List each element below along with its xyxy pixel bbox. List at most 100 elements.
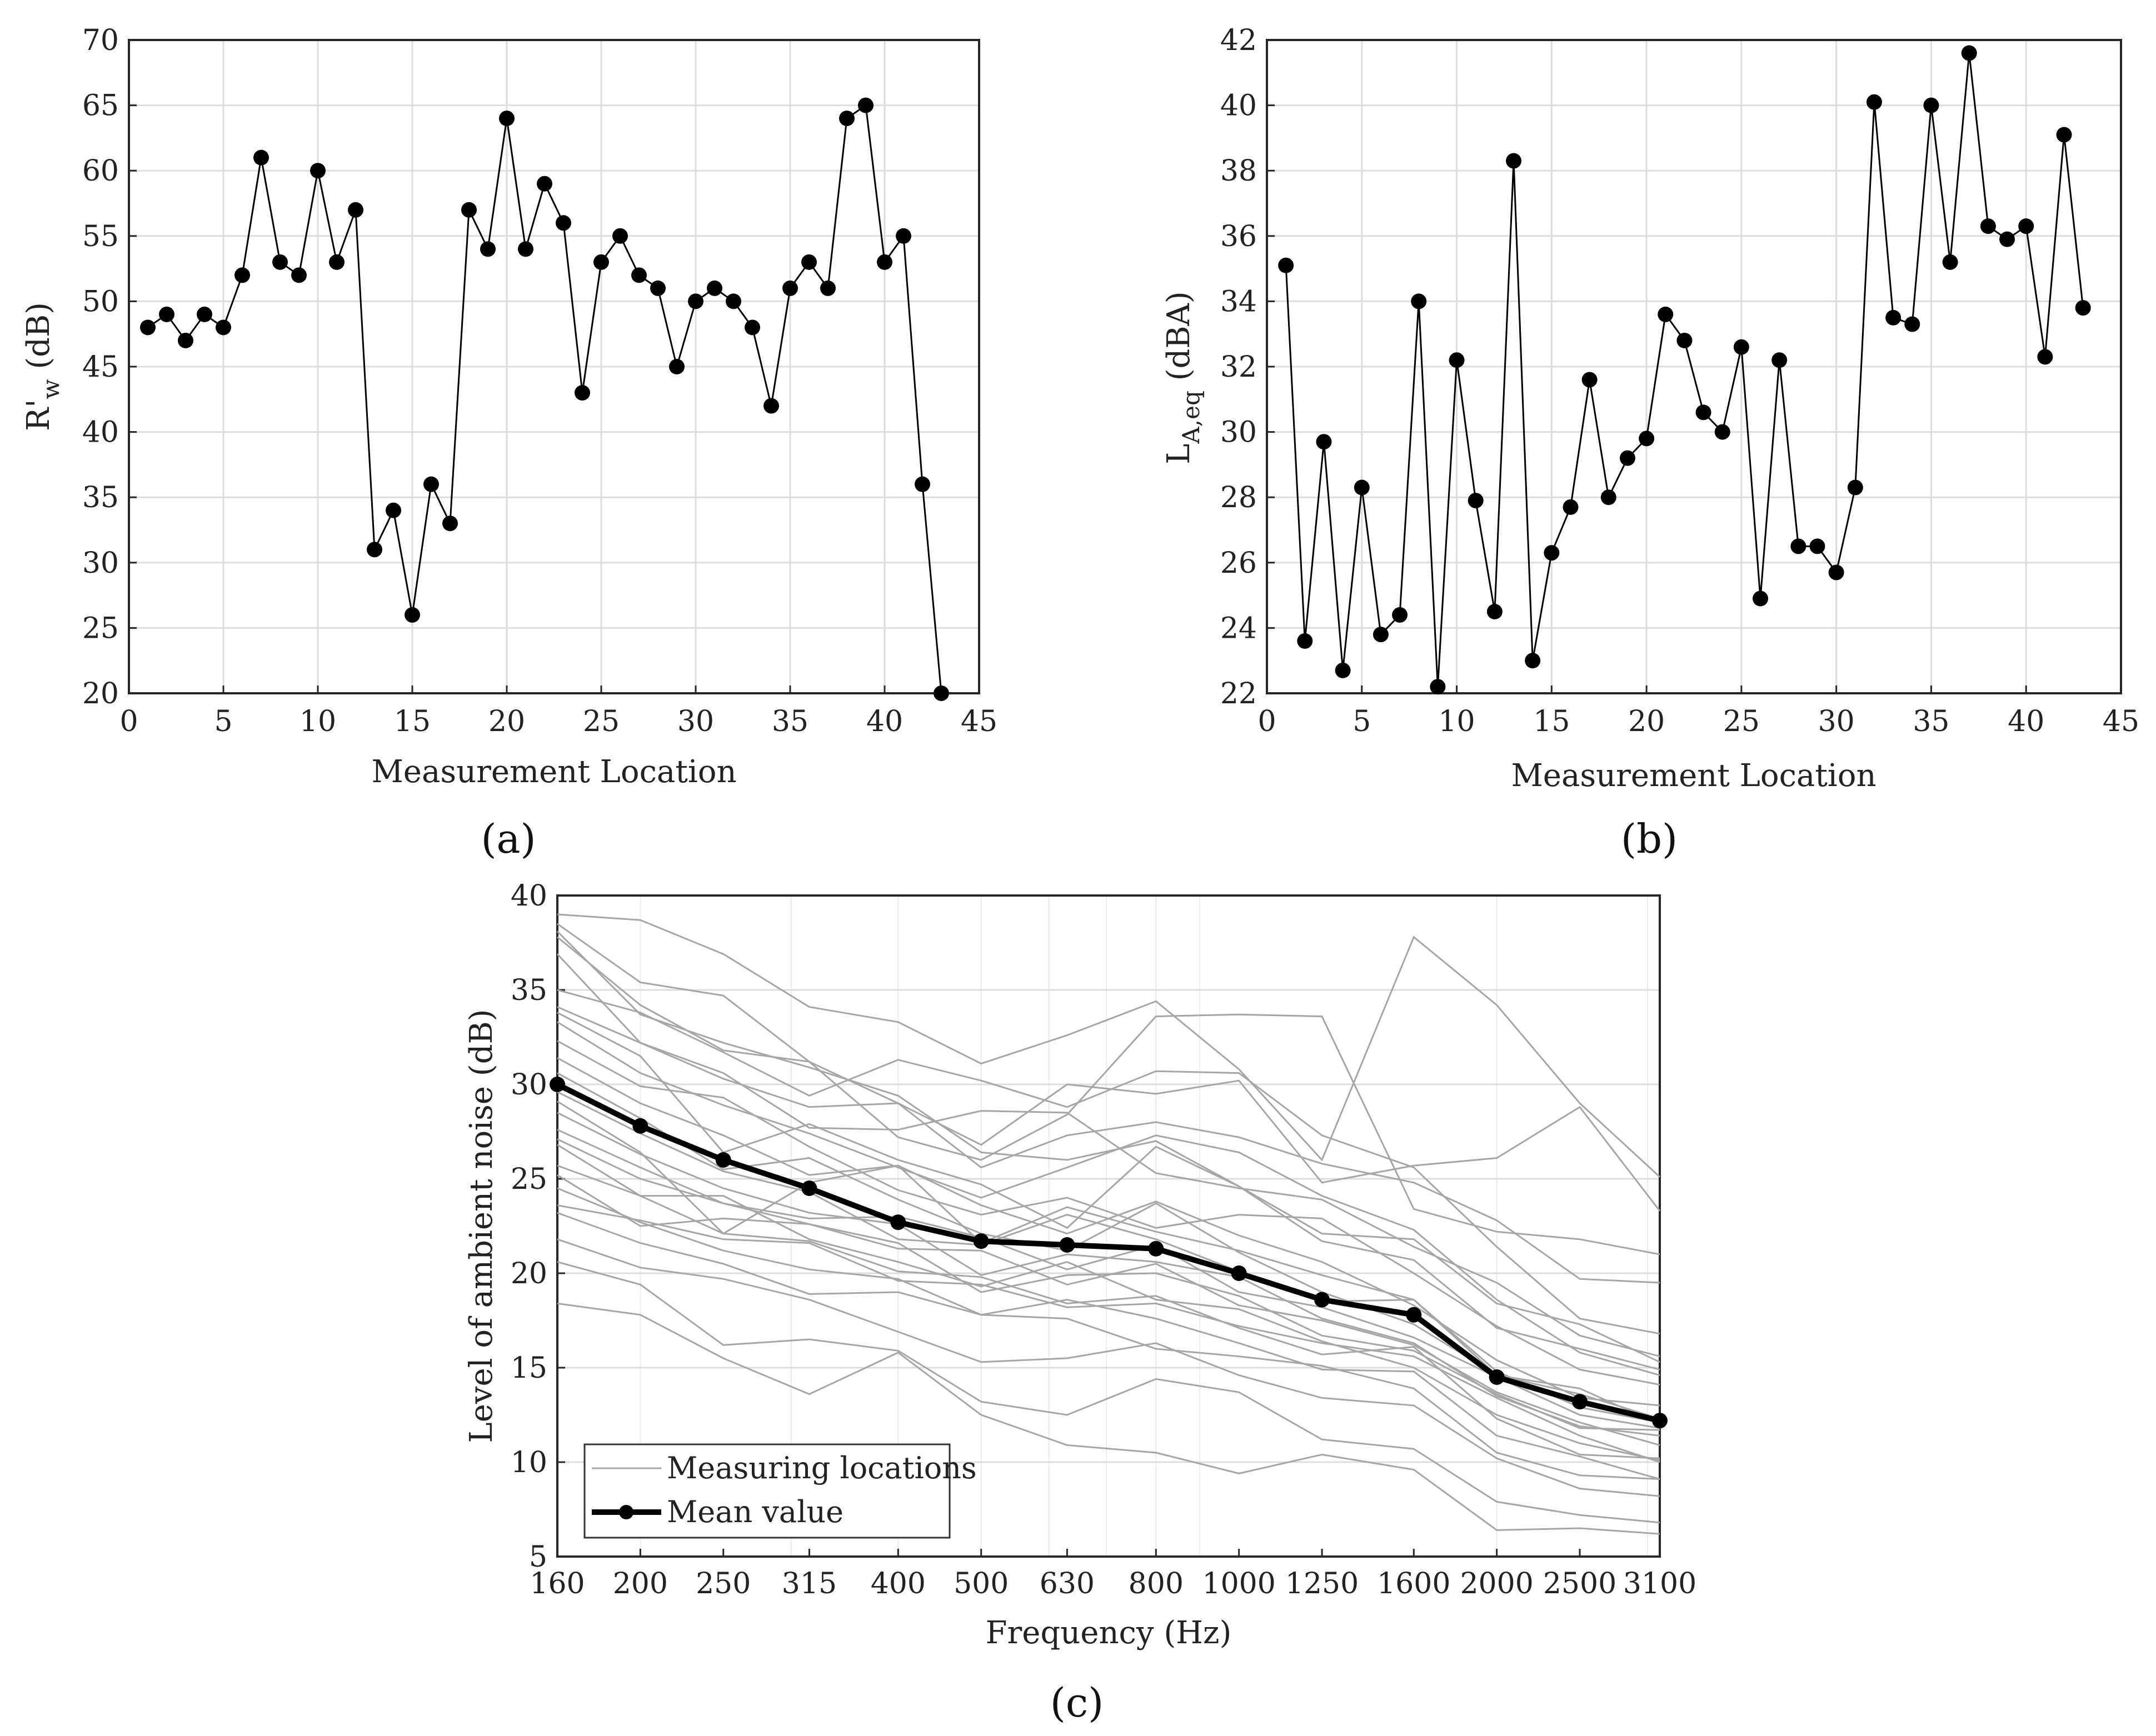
measuring-location-line [557,1057,1660,1407]
y-tick-label: 10 [511,1446,547,1479]
measuring-location-line [557,936,1660,1255]
mean-value-point [1148,1240,1164,1257]
data-point [1411,293,1427,309]
x-tick-label: 800 [1129,1567,1184,1600]
measuring-location-line [556,930,1660,1363]
y-tick-label: 15 [511,1352,547,1385]
data-point [310,163,326,179]
y-tick-label: 38 [1220,154,1257,188]
y-axis-label-a: R'w (dB) [21,302,64,431]
data-point [839,111,855,127]
data-point [518,241,533,257]
x-tick-label: 40 [866,705,903,738]
chart-panel-c: 160 200 250 315 400 500 630 800 1000 1250 1600 2000… [463,879,1696,1726]
y-tick-label: 20 [511,1257,547,1290]
data-point [1866,94,1882,110]
x-tick-label: 10 [300,705,336,738]
x-tick-label: 35 [772,705,808,738]
data-point [934,686,949,701]
y-tick-label: 32 [1220,351,1257,384]
x-tick-label: 25 [1723,705,1760,738]
y-tick-label: 30 [511,1068,547,1102]
data-point [745,319,760,336]
data-point [1923,97,1939,113]
chart-panel-a: 0 5 10 15 20 25 30 35 40 45 20 25 30 35 40 45 50 55 60 65 70… [21,24,997,862]
data-point [272,254,288,270]
y-tick-label: 60 [82,154,119,188]
data-point [1581,372,1598,388]
data-point [1676,332,1693,348]
data-point [367,542,382,558]
x-tick-label: 25 [583,705,620,738]
x-tick-label: 1250 [1285,1567,1359,1600]
y-axis-label-b: LA,eq (dBA) [1161,291,1205,464]
data-point [1335,662,1351,678]
data-point [216,319,231,336]
mean-value-point [890,1214,906,1230]
mean-value-point [1652,1413,1668,1429]
data-point [1658,306,1674,322]
y-tick-label: 70 [82,24,119,57]
data-point [669,359,685,374]
data-point [612,228,628,244]
x-tick-label: 15 [394,705,431,738]
data-point [1278,257,1294,273]
x-tick-label: 20 [488,705,525,738]
legend-label-locations: Measuring locations [667,1450,977,1485]
data-point [1885,309,1902,326]
data-point [2018,218,2034,234]
data-point [1354,479,1370,496]
mean-value-point [1572,1394,1588,1410]
chart-panel-b: 0 5 10 15 20 25 30 35 40 45 22 24 26 28 30 32 34 36 38 40 42… [1161,24,2139,862]
x-tick-label: 630 [1040,1567,1095,1600]
data-point [405,607,420,623]
data-point [556,215,571,231]
x-tick-label: 45 [961,705,997,738]
measuring-location-line [557,1238,1660,1497]
data-point [915,476,930,492]
measuring-location-line [557,1164,1660,1459]
x-tick-label: 0 [119,705,138,738]
panel-label-a: (a) [481,816,536,862]
x-tick-label: 500 [954,1567,1009,1600]
y-tick-label: 50 [82,285,119,318]
mean-value-point [1059,1237,1075,1253]
x-tick-label: 2000 [1460,1567,1533,1600]
data-point [1733,339,1749,355]
y-tick-label: 35 [82,481,119,514]
data-point [688,293,703,309]
y-tick-label: 40 [1220,89,1257,123]
data-point [575,385,590,401]
mean-value-point [715,1152,731,1168]
measuring-location-line [557,1204,1660,1463]
y-tick-label: 26 [1220,547,1257,580]
data-point [1980,218,1996,234]
mean-value-point [550,1077,565,1092]
data-point [499,111,515,127]
data-point [1942,254,1958,270]
mean-value-point [1231,1265,1247,1281]
data-point [1430,679,1446,695]
data-point [329,254,345,270]
data-point [159,306,174,322]
y-tick-label: 5 [529,1540,547,1574]
x-tick-label: 20 [1628,705,1665,738]
x-axis-label-c: Frequency (Hz) [986,1615,1232,1651]
y-tick-label: 35 [511,974,547,1007]
x-tick-label: 3100 [1623,1567,1696,1600]
plot-frame-c [556,894,1661,1558]
mean-value-line [556,1082,1661,1424]
x-tick-label: 160 [530,1567,585,1600]
data-point [480,241,496,257]
data-point [877,254,892,270]
data-point [423,476,439,492]
y-tick-label: 40 [82,416,119,449]
data-point [1999,231,2015,247]
x-tick-label: 5 [214,705,232,738]
measuring-location-line [556,953,1660,1284]
legend-marker-mean [619,1505,633,1519]
data-point [896,228,911,244]
data-point [1392,607,1408,623]
measuring-location-line [557,1091,1660,1424]
panel-label-c: (c) [1050,1679,1104,1726]
